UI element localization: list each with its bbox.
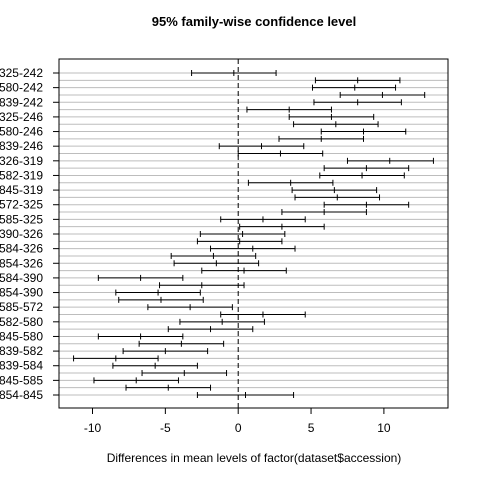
confidence-interval: [179, 318, 265, 325]
y-tick-label: 854-390: [0, 286, 43, 300]
confidence-interval: [247, 179, 334, 186]
confidence-interval: [220, 311, 306, 318]
y-tick-label: 582-580: [0, 315, 43, 329]
confidence-interval: [191, 70, 277, 76]
y-axis: 325-242580-242839-242325-246580-246839-2…: [0, 66, 59, 402]
confidence-interval: [239, 223, 325, 230]
confidence-interval: [218, 143, 305, 150]
y-tick-label: 839-242: [0, 95, 43, 109]
y-tick-label: 854-326: [0, 256, 43, 270]
confidence-interval: [288, 113, 375, 120]
confidence-interval: [196, 238, 283, 245]
confidence-interval: [122, 348, 209, 355]
confidence-interval: [346, 157, 434, 164]
confidence-interval: [125, 384, 212, 391]
confidence-interval: [97, 333, 184, 340]
confidence-interval: [147, 304, 233, 311]
y-tick-label: 580-242: [0, 81, 43, 95]
confidence-interval: [138, 340, 225, 347]
y-tick-label: 839-584: [0, 359, 43, 373]
confidence-interval: [314, 77, 401, 84]
confidence-interval: [220, 216, 306, 223]
y-tick-label: 839-246: [0, 139, 43, 153]
confidence-interval: [73, 355, 159, 362]
y-tick-label: 325-242: [0, 66, 43, 80]
x-tick-label: 0: [235, 421, 242, 435]
confidence-interval: [170, 252, 257, 259]
confidence-interval: [313, 99, 402, 106]
y-tick-label: 585-325: [0, 212, 43, 226]
confidence-interval: [320, 128, 407, 135]
confidence-interval: [291, 187, 378, 194]
y-tick-label: 854-845: [0, 388, 43, 402]
x-tick-label: -5: [160, 421, 171, 435]
confidence-interval: [118, 296, 204, 303]
y-tick-label: 580-246: [0, 125, 43, 139]
confidence-interval: [293, 121, 379, 128]
confidence-interval: [201, 267, 287, 274]
y-tick-label: 585-572: [0, 300, 43, 314]
y-tick-label: 582-319: [0, 168, 43, 182]
confidence-interval: [199, 231, 286, 237]
confidence-interval: [93, 377, 179, 384]
x-axis: -10 -5 0 5 10: [84, 408, 391, 435]
confidence-interval: [97, 274, 184, 281]
confidence-interval: [141, 370, 228, 377]
y-tick-label: 325-246: [0, 110, 43, 124]
y-tick-label: 326-319: [0, 154, 43, 168]
confidence-interval: [237, 150, 324, 157]
y-tick-label: 839-582: [0, 344, 43, 358]
y-tick-label: 845-319: [0, 183, 43, 197]
confidence-interval: [159, 282, 245, 289]
confidence-interval: [323, 165, 410, 172]
confidence-interval: [319, 172, 405, 179]
y-tick-label: 390-326: [0, 227, 43, 241]
x-axis-label: Differences in mean levels of factor(dat…: [107, 451, 402, 465]
x-tick-label: -10: [84, 421, 102, 435]
confidence-interval: [281, 209, 367, 216]
confidence-interval: [294, 194, 381, 201]
interval-group: [73, 70, 434, 398]
confidence-interval: [196, 392, 295, 398]
y-tick-label: 845-585: [0, 373, 43, 387]
confidence-interval: [173, 260, 260, 267]
x-tick-label: 5: [308, 421, 315, 435]
confidence-interval: [246, 106, 332, 113]
confidence-interval: [323, 201, 410, 208]
y-tick-label: 584-390: [0, 271, 43, 285]
y-tick-label: 572-325: [0, 198, 43, 212]
confidence-interval: [112, 362, 198, 369]
x-tick-label: 10: [377, 421, 391, 435]
y-tick-label: 845-580: [0, 329, 43, 343]
confidence-interval: [210, 245, 296, 252]
confidence-interval: [312, 84, 397, 91]
confidence-interval: [115, 289, 201, 296]
confidence-interval: [167, 326, 254, 333]
confidence-interval: [278, 135, 364, 142]
chart-title: 95% family-wise confidence level: [152, 14, 356, 29]
confidence-interval: [339, 91, 426, 98]
y-tick-label: 584-326: [0, 242, 43, 256]
